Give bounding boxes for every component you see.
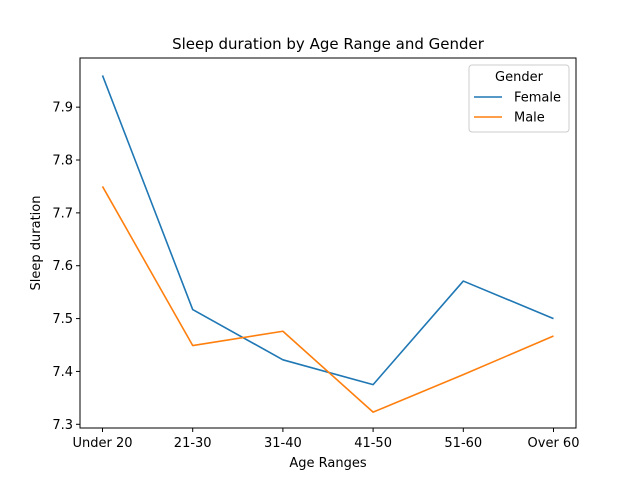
- x-tick-label: 41-50: [354, 436, 392, 451]
- y-tick-label: 7.3: [52, 418, 73, 433]
- x-tick-label: Under 20: [72, 436, 132, 451]
- x-tick-label: 51-60: [444, 436, 482, 451]
- legend-title: Gender: [495, 70, 544, 85]
- y-tick-label: 7.4: [52, 365, 73, 380]
- x-tick-label: 31-40: [264, 436, 302, 451]
- legend: Gender Female Male: [468, 64, 570, 133]
- legend-box: [468, 64, 570, 133]
- series-lines: [101, 75, 554, 413]
- y-axis: 7.3 7.4 7.5 7.6 7.7 7.8 7.9: [52, 101, 80, 433]
- y-tick-label: 7.9: [52, 101, 73, 116]
- legend-label-female: Female: [514, 91, 561, 106]
- x-axis-title: Age Ranges: [289, 456, 366, 471]
- plot-area: [79, 57, 577, 429]
- series-line-male: [101, 186, 554, 413]
- y-tick-label: 7.5: [52, 312, 73, 327]
- chart-title: Sleep duration by Age Range and Gender: [172, 35, 485, 53]
- legend-label-male: Male: [514, 111, 545, 126]
- x-axis: Under 20 21-30 31-40 41-50 51-60 Over 60: [72, 428, 579, 451]
- x-tick-label: 21-30: [174, 436, 212, 451]
- y-tick-label: 7.7: [52, 206, 73, 221]
- y-axis-title: Sleep duration: [29, 196, 44, 291]
- y-tick-label: 7.6: [52, 259, 73, 274]
- x-tick-label: Over 60: [528, 436, 580, 451]
- y-tick-label: 7.8: [52, 154, 73, 169]
